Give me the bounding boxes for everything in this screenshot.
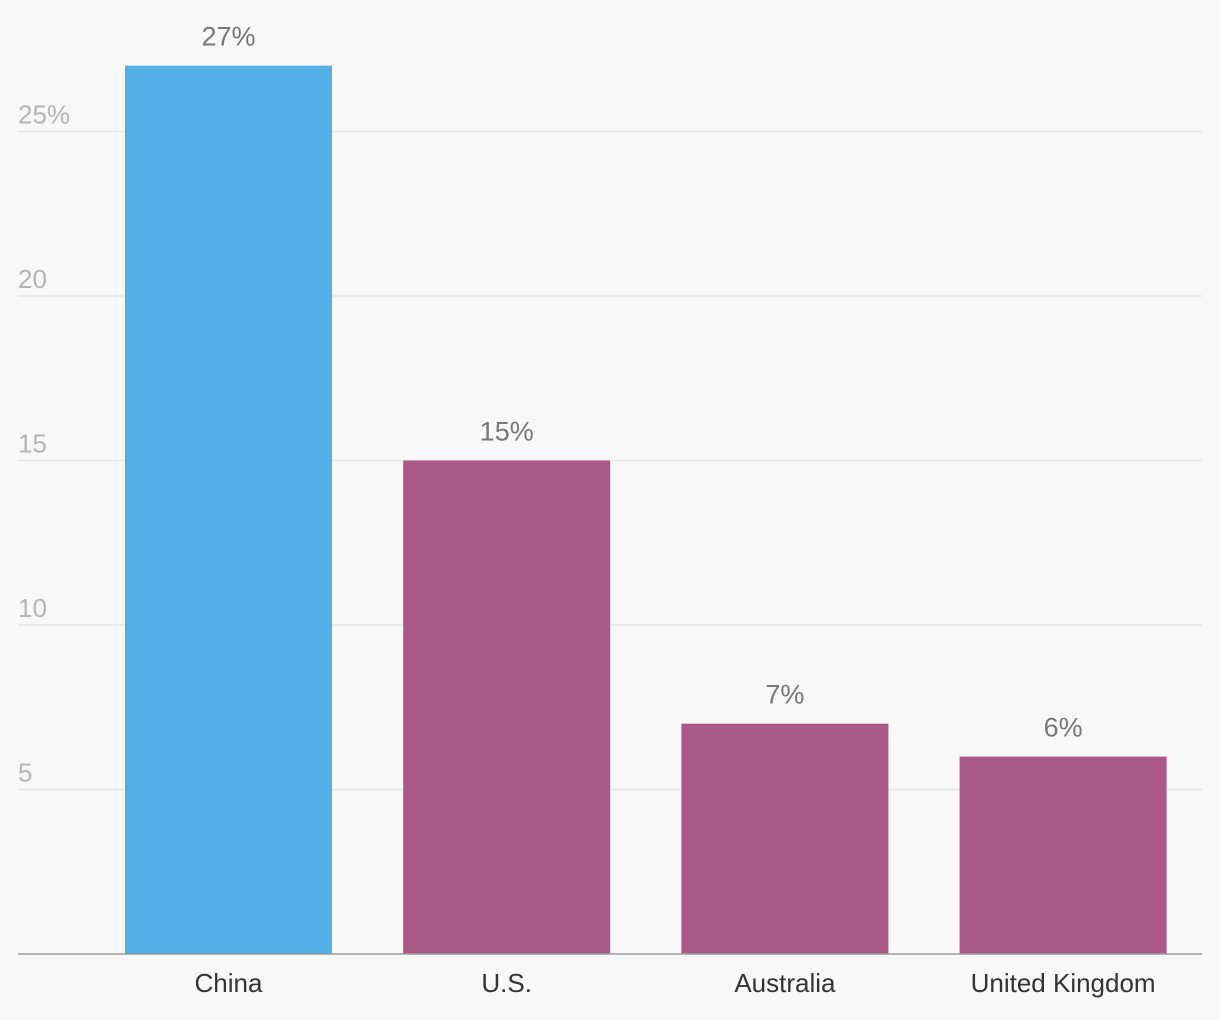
category-label: China [195,968,263,998]
bar-united-kingdom [959,756,1167,954]
value-labels: 27% 15% 7% 6% [201,22,1082,743]
y-tick-label: 15 [18,429,47,459]
category-label: Australia [734,968,836,998]
value-label: 6% [1044,713,1083,743]
y-tick-label: 25% [18,100,70,130]
category-label: United Kingdom [971,968,1156,998]
y-tick-label: 20 [18,264,47,294]
bars [125,65,1167,954]
y-tick-label: 10 [18,593,47,623]
bar-china [125,65,332,954]
y-axis-tick-labels: 5 10 15 20 25% [18,100,70,788]
y-tick-label: 5 [18,758,32,788]
value-label: 7% [765,680,804,710]
bar-australia [681,723,889,954]
value-label: 15% [480,417,534,447]
bar-u-s [403,460,611,954]
x-axis-category-labels: China U.S. Australia United Kingdom [195,968,1156,998]
value-label: 27% [201,22,255,52]
category-label: U.S. [481,968,532,998]
